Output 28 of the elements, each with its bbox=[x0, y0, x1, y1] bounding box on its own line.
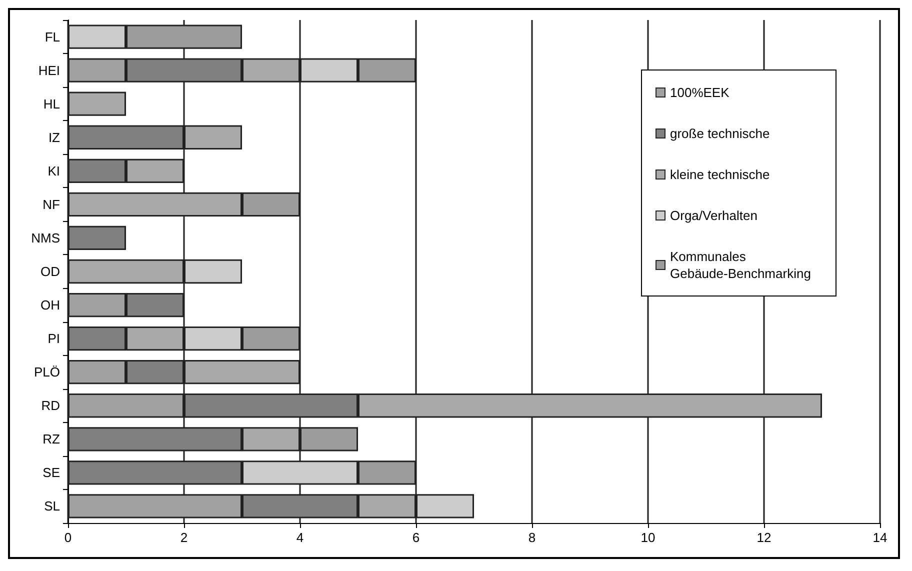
y-tick-label: RD bbox=[41, 398, 60, 414]
legend-label: Kommunales Gebäude-Benchmarking bbox=[670, 249, 811, 281]
x-tick-label: 0 bbox=[64, 530, 72, 545]
y-tick-label: PI bbox=[48, 331, 60, 346]
y-tick-label: FL bbox=[44, 29, 60, 44]
y-tick-label: OH bbox=[40, 298, 60, 313]
x-tick-label: 2 bbox=[180, 530, 188, 545]
y-tick-label: HEI bbox=[38, 62, 60, 78]
legend-label: kleine technische bbox=[670, 167, 770, 182]
y-tick-label: SL bbox=[44, 498, 60, 514]
legend-label: große technische bbox=[670, 126, 770, 141]
y-tick-label: RZ bbox=[42, 432, 60, 447]
legend-label: Orga/Verhalten bbox=[670, 208, 758, 223]
y-tick-label: IZ bbox=[48, 130, 60, 145]
x-tick-label: 8 bbox=[528, 530, 536, 545]
y-tick-label: HL bbox=[43, 96, 60, 112]
x-tick-label: 12 bbox=[756, 530, 772, 545]
y-tick-label: PLÖ bbox=[34, 364, 60, 380]
x-tick-label: 4 bbox=[296, 530, 304, 545]
x-tick-label: 10 bbox=[640, 530, 656, 545]
y-tick-label: SE bbox=[42, 465, 60, 480]
x-tick-label: 14 bbox=[872, 530, 888, 545]
x-tick-label: 6 bbox=[412, 530, 420, 545]
y-tick-label: KI bbox=[48, 163, 60, 178]
y-tick-label: NMS bbox=[31, 230, 60, 246]
legend-label: 100%EEK bbox=[670, 85, 730, 100]
y-tick-label: OD bbox=[40, 264, 60, 279]
y-tick-label: NF bbox=[42, 196, 60, 212]
